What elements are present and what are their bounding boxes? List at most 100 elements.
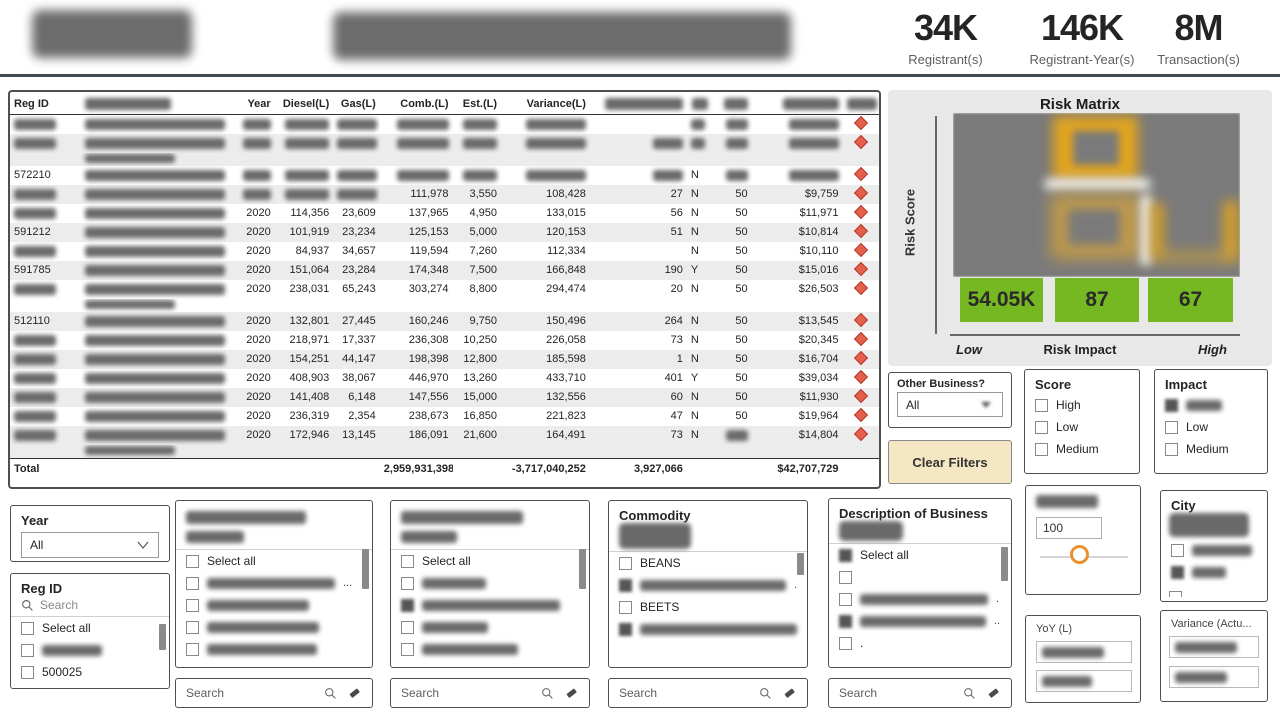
- checkbox[interactable]: [619, 556, 632, 570]
- checkbox[interactable]: [401, 554, 414, 568]
- table-row[interactable]: [10, 133, 879, 153]
- checkbox[interactable]: [839, 592, 852, 606]
- table-row[interactable]: 2020 218,971 17,337 236,308 10,250 226,058 73 N…: [10, 331, 879, 350]
- checkbox-item[interactable]: [176, 594, 372, 616]
- matrix-cell-mid[interactable]: 87: [1055, 278, 1139, 322]
- checkbox-item[interactable]: [1155, 394, 1267, 416]
- table-row-wrap[interactable]: [10, 444, 879, 459]
- table-row[interactable]: 2020 84,937 34,657 119,594 7,260 112,334 N 50 $1…: [10, 242, 879, 261]
- checkbox[interactable]: [1171, 565, 1184, 579]
- checkbox-item[interactable]: [11, 639, 169, 661]
- eraser-icon[interactable]: [986, 686, 1001, 700]
- checkbox-item[interactable]: Medium: [1025, 438, 1139, 460]
- regid-search-input[interactable]: Search: [11, 596, 169, 616]
- scrollbar-thumb[interactable]: [1001, 547, 1008, 581]
- checkbox-item[interactable]: ..: [829, 610, 1011, 632]
- table-row-wrap[interactable]: [10, 299, 879, 312]
- checkbox-item[interactable]: Select all: [391, 550, 589, 572]
- slicer-2-search[interactable]: Search: [175, 678, 373, 708]
- table-row[interactable]: 111,978 3,550 108,428 27 N 50 $9,759: [10, 184, 879, 204]
- checkbox[interactable]: [401, 642, 414, 656]
- risk-matrix-grid-redacted[interactable]: [953, 113, 1240, 277]
- matrix-cell-low[interactable]: 54.05K: [960, 278, 1043, 322]
- checkbox-item[interactable]: BEETS: [609, 596, 807, 618]
- checkbox[interactable]: [839, 570, 852, 584]
- checkbox-item[interactable]: [391, 616, 589, 638]
- checkbox[interactable]: [1165, 398, 1178, 412]
- checkbox[interactable]: [401, 598, 414, 612]
- scrollbar-thumb[interactable]: [797, 553, 804, 575]
- checkbox[interactable]: [1035, 420, 1048, 434]
- checkbox[interactable]: [401, 576, 414, 590]
- table-row[interactable]: 2020 408,903 38,067 446,970 13,260 433,710 401…: [10, 369, 879, 388]
- checkbox-item[interactable]: .: [609, 574, 807, 596]
- variance-max-input[interactable]: [1169, 666, 1259, 688]
- checkbox-item[interactable]: [391, 594, 589, 616]
- scrollbar-thumb[interactable]: [362, 549, 369, 589]
- clear-filters-button[interactable]: Clear Filters: [888, 440, 1012, 484]
- year-dropdown[interactable]: All: [21, 532, 159, 558]
- checkbox-item-partial[interactable]: [1161, 583, 1267, 601]
- yoy-min-input[interactable]: [1036, 641, 1132, 663]
- checkbox[interactable]: [839, 548, 852, 562]
- table-row[interactable]: 2020 114,356 23,609 137,965 4,950 133,015 56 N 5…: [10, 204, 879, 223]
- checkbox[interactable]: [619, 578, 632, 592]
- table-row[interactable]: 591212 2020 101,919 23,234 125,153 5,000 120,1…: [10, 222, 879, 242]
- eraser-icon[interactable]: [782, 686, 797, 700]
- checkbox[interactable]: [186, 554, 199, 568]
- checkbox[interactable]: [21, 643, 34, 657]
- yoy-max-input[interactable]: [1036, 670, 1132, 692]
- checkbox-item[interactable]: [176, 616, 372, 638]
- table-row[interactable]: 2020 236,319 2,354 238,673 16,850 221,823 47 N 5…: [10, 407, 879, 426]
- table-row[interactable]: 572210 N: [10, 166, 879, 185]
- checkbox[interactable]: [21, 665, 34, 679]
- other-business-dropdown[interactable]: All: [897, 392, 1003, 417]
- checkbox-item[interactable]: BEANS: [609, 552, 807, 574]
- checkbox-item-partial[interactable]: [11, 683, 169, 688]
- slider-handle[interactable]: [1070, 545, 1089, 564]
- checkbox[interactable]: [21, 621, 34, 635]
- checkbox-item[interactable]: Low: [1025, 416, 1139, 438]
- checkbox[interactable]: [186, 576, 199, 590]
- checkbox-item[interactable]: Low: [1155, 416, 1267, 438]
- registrant-table[interactable]: Reg ID Year Diesel(L) Gas(L) Comb.(L) Es…: [10, 92, 879, 479]
- checkbox-item[interactable]: [609, 618, 807, 640]
- checkbox-item[interactable]: Medium: [1155, 438, 1267, 460]
- variance-min-input[interactable]: [1169, 636, 1259, 658]
- checkbox-item[interactable]: .: [829, 632, 1011, 654]
- checkbox-item[interactable]: [391, 638, 589, 660]
- checkbox-item[interactable]: [1161, 561, 1267, 583]
- checkbox-item[interactable]: High: [1025, 394, 1139, 416]
- eraser-icon[interactable]: [564, 686, 579, 700]
- checkbox-item[interactable]: [1161, 539, 1267, 561]
- checkbox[interactable]: [186, 598, 199, 612]
- eraser-icon[interactable]: [347, 686, 362, 700]
- checkbox[interactable]: [1035, 442, 1048, 456]
- commodity-search[interactable]: Search: [608, 678, 808, 708]
- checkbox[interactable]: [1165, 442, 1178, 456]
- checkbox[interactable]: [1035, 398, 1048, 412]
- checkbox-item[interactable]: Select all: [11, 617, 169, 639]
- scrollbar-thumb[interactable]: [159, 624, 166, 650]
- checkbox-item[interactable]: ...: [176, 572, 372, 594]
- table-row[interactable]: 591785 2020 151,064 23,284 174,348 7,500 166,8…: [10, 260, 879, 280]
- range-value-input[interactable]: 100: [1036, 517, 1102, 539]
- matrix-cell-high[interactable]: 67: [1148, 278, 1233, 322]
- checkbox[interactable]: [186, 620, 199, 634]
- checkbox-item[interactable]: .: [829, 588, 1011, 610]
- checkbox-item[interactable]: Select all: [176, 550, 372, 572]
- checkbox[interactable]: [839, 614, 852, 628]
- checkbox-item[interactable]: [391, 572, 589, 594]
- slicer-3-search[interactable]: Search: [390, 678, 590, 708]
- checkbox[interactable]: [1171, 543, 1184, 557]
- checkbox[interactable]: [619, 622, 632, 636]
- checkbox-item[interactable]: 500025: [11, 661, 169, 683]
- table-row[interactable]: 2020 141,408 6,148 147,556 15,000 132,556 60 N 5…: [10, 387, 879, 407]
- table-row[interactable]: 512110 2020 132,801 27,445 160,246 9,750 150,4…: [10, 311, 879, 331]
- table-row[interactable]: 2020 238,031 65,243 303,274 8,800 294,474 20 N 5…: [10, 280, 879, 299]
- table-row-wrap[interactable]: [10, 152, 879, 166]
- table-row[interactable]: [10, 115, 879, 134]
- checkbox[interactable]: [186, 642, 199, 656]
- checkbox[interactable]: [619, 600, 632, 614]
- table-header-row[interactable]: Reg ID Year Diesel(L) Gas(L) Comb.(L) Es…: [10, 92, 879, 116]
